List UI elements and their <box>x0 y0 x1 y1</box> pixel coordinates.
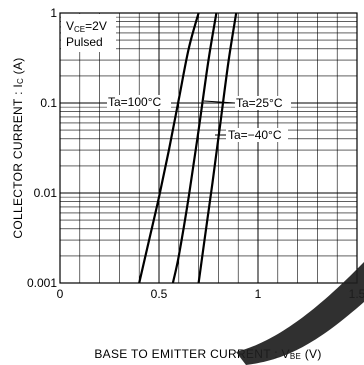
grid <box>60 13 357 283</box>
y-axis-title: COLLECTOR CURRENT : IC (A) <box>11 57 25 238</box>
conditions-box-background <box>61 14 116 52</box>
series-lines <box>138 12 238 284</box>
label-ta-minus40: Ta=−40°C <box>228 128 282 142</box>
plot-frame <box>59 12 358 284</box>
y-tick-label: 0.001 <box>27 276 57 290</box>
series-line-1 <box>171 12 218 284</box>
conditions-box: VCE=2V Pulsed <box>61 14 116 52</box>
x-tick-label: 1 <box>255 287 262 301</box>
x-tick-label: 0.5 <box>151 287 168 301</box>
leader-ta-25 <box>203 100 236 104</box>
series-line-0 <box>138 12 200 284</box>
series-line-2 <box>197 12 238 284</box>
curve-labels: Ta=100°C Ta=25°C Ta=−40°C <box>107 95 291 142</box>
x-axis-title: BASE TO EMITTER CURRENT : VBE (V) <box>94 347 321 361</box>
label-bg-ta100 <box>107 95 171 109</box>
label-ta-100: Ta=100°C <box>108 95 162 109</box>
label-bg-ta25 <box>235 96 291 110</box>
y-tick-label: 1 <box>50 6 57 20</box>
y-tick-label: 0.01 <box>34 186 58 200</box>
condition-pulsed: Pulsed <box>66 35 103 49</box>
condition-vce: VCE=2V <box>66 19 107 34</box>
y-tick-label: 0.1 <box>40 96 57 110</box>
label-ta-25: Ta=25°C <box>236 96 283 110</box>
x-tick-label: 1.5 <box>349 287 364 301</box>
label-bg-ta-40 <box>226 128 288 142</box>
x-tick-label: 0 <box>57 287 64 301</box>
